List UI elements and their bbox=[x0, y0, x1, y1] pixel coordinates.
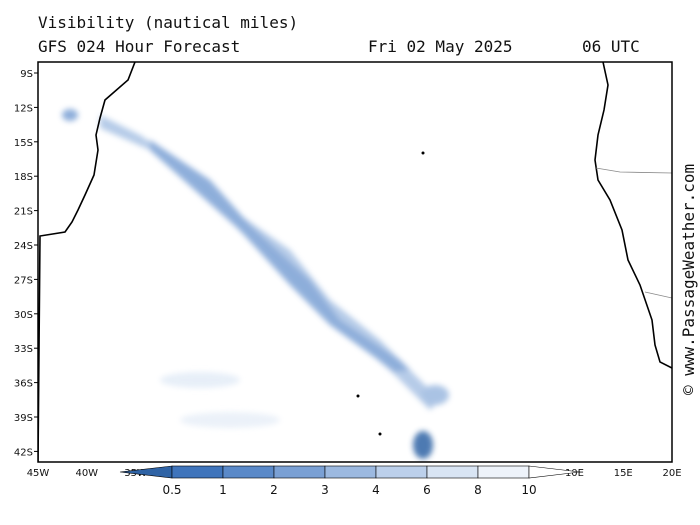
colorbar-label: 6 bbox=[423, 483, 431, 497]
lat-label: 30S bbox=[14, 310, 33, 321]
lat-label: 9S bbox=[20, 69, 33, 80]
lat-label: 15S bbox=[14, 138, 33, 149]
lat-label: 39S bbox=[14, 413, 33, 424]
colorbar-label: 2 bbox=[270, 483, 278, 497]
ocean bbox=[38, 62, 672, 462]
colorbar-label: 3 bbox=[321, 483, 329, 497]
colorbar: 0.5 1 2 3 4 6 8 10 bbox=[119, 465, 581, 497]
colorbar-label: 1 bbox=[219, 483, 227, 497]
lon-label: 45W bbox=[27, 468, 50, 479]
colorbar-swatch bbox=[273, 465, 326, 479]
map-area bbox=[38, 62, 672, 462]
title: Visibility (nautical miles) bbox=[38, 13, 298, 32]
colorbar-swatch bbox=[375, 465, 428, 479]
island bbox=[356, 394, 360, 398]
island bbox=[421, 151, 425, 155]
time: 06 UTC bbox=[582, 37, 640, 56]
island bbox=[378, 432, 382, 436]
lat-label: 18S bbox=[14, 172, 33, 183]
lon-label: 15E bbox=[614, 468, 633, 479]
lat-label: 33S bbox=[14, 344, 33, 355]
colorbar-swatch bbox=[222, 465, 275, 479]
lat-label: 36S bbox=[14, 379, 33, 390]
colorbar-swatch bbox=[477, 465, 530, 479]
date: Fri 02 May 2025 bbox=[368, 37, 513, 56]
coastline-africa bbox=[594, 62, 672, 369]
colorbar-label: 10 bbox=[521, 483, 536, 497]
colorbar-end bbox=[528, 465, 581, 479]
lat-label: 12S bbox=[14, 103, 33, 114]
lon-label: 10E bbox=[565, 468, 584, 479]
lon-label: 40W bbox=[75, 468, 98, 479]
watermark: © www.PassageWeather.com bbox=[679, 164, 698, 395]
lat-label: 24S bbox=[14, 241, 33, 252]
lat-label: 42S bbox=[14, 447, 33, 458]
lat-label: 27S bbox=[14, 275, 33, 286]
lat-label: 21S bbox=[14, 207, 33, 218]
map-frame bbox=[37, 61, 673, 463]
lon-label: 20E bbox=[662, 468, 681, 479]
colorbar-swatch bbox=[324, 465, 377, 479]
borders bbox=[595, 167, 672, 299]
colorbar-label: 4 bbox=[372, 483, 380, 497]
colorbar-swatch bbox=[171, 465, 224, 479]
visibility-field bbox=[62, 109, 449, 459]
colorbar-label: 8 bbox=[474, 483, 482, 497]
colorbar-swatch bbox=[426, 465, 479, 479]
colorbar-label: 0.5 bbox=[162, 483, 181, 497]
subtitle: GFS 024 Hour Forecast bbox=[38, 37, 240, 56]
coastline-south-america bbox=[38, 62, 136, 462]
